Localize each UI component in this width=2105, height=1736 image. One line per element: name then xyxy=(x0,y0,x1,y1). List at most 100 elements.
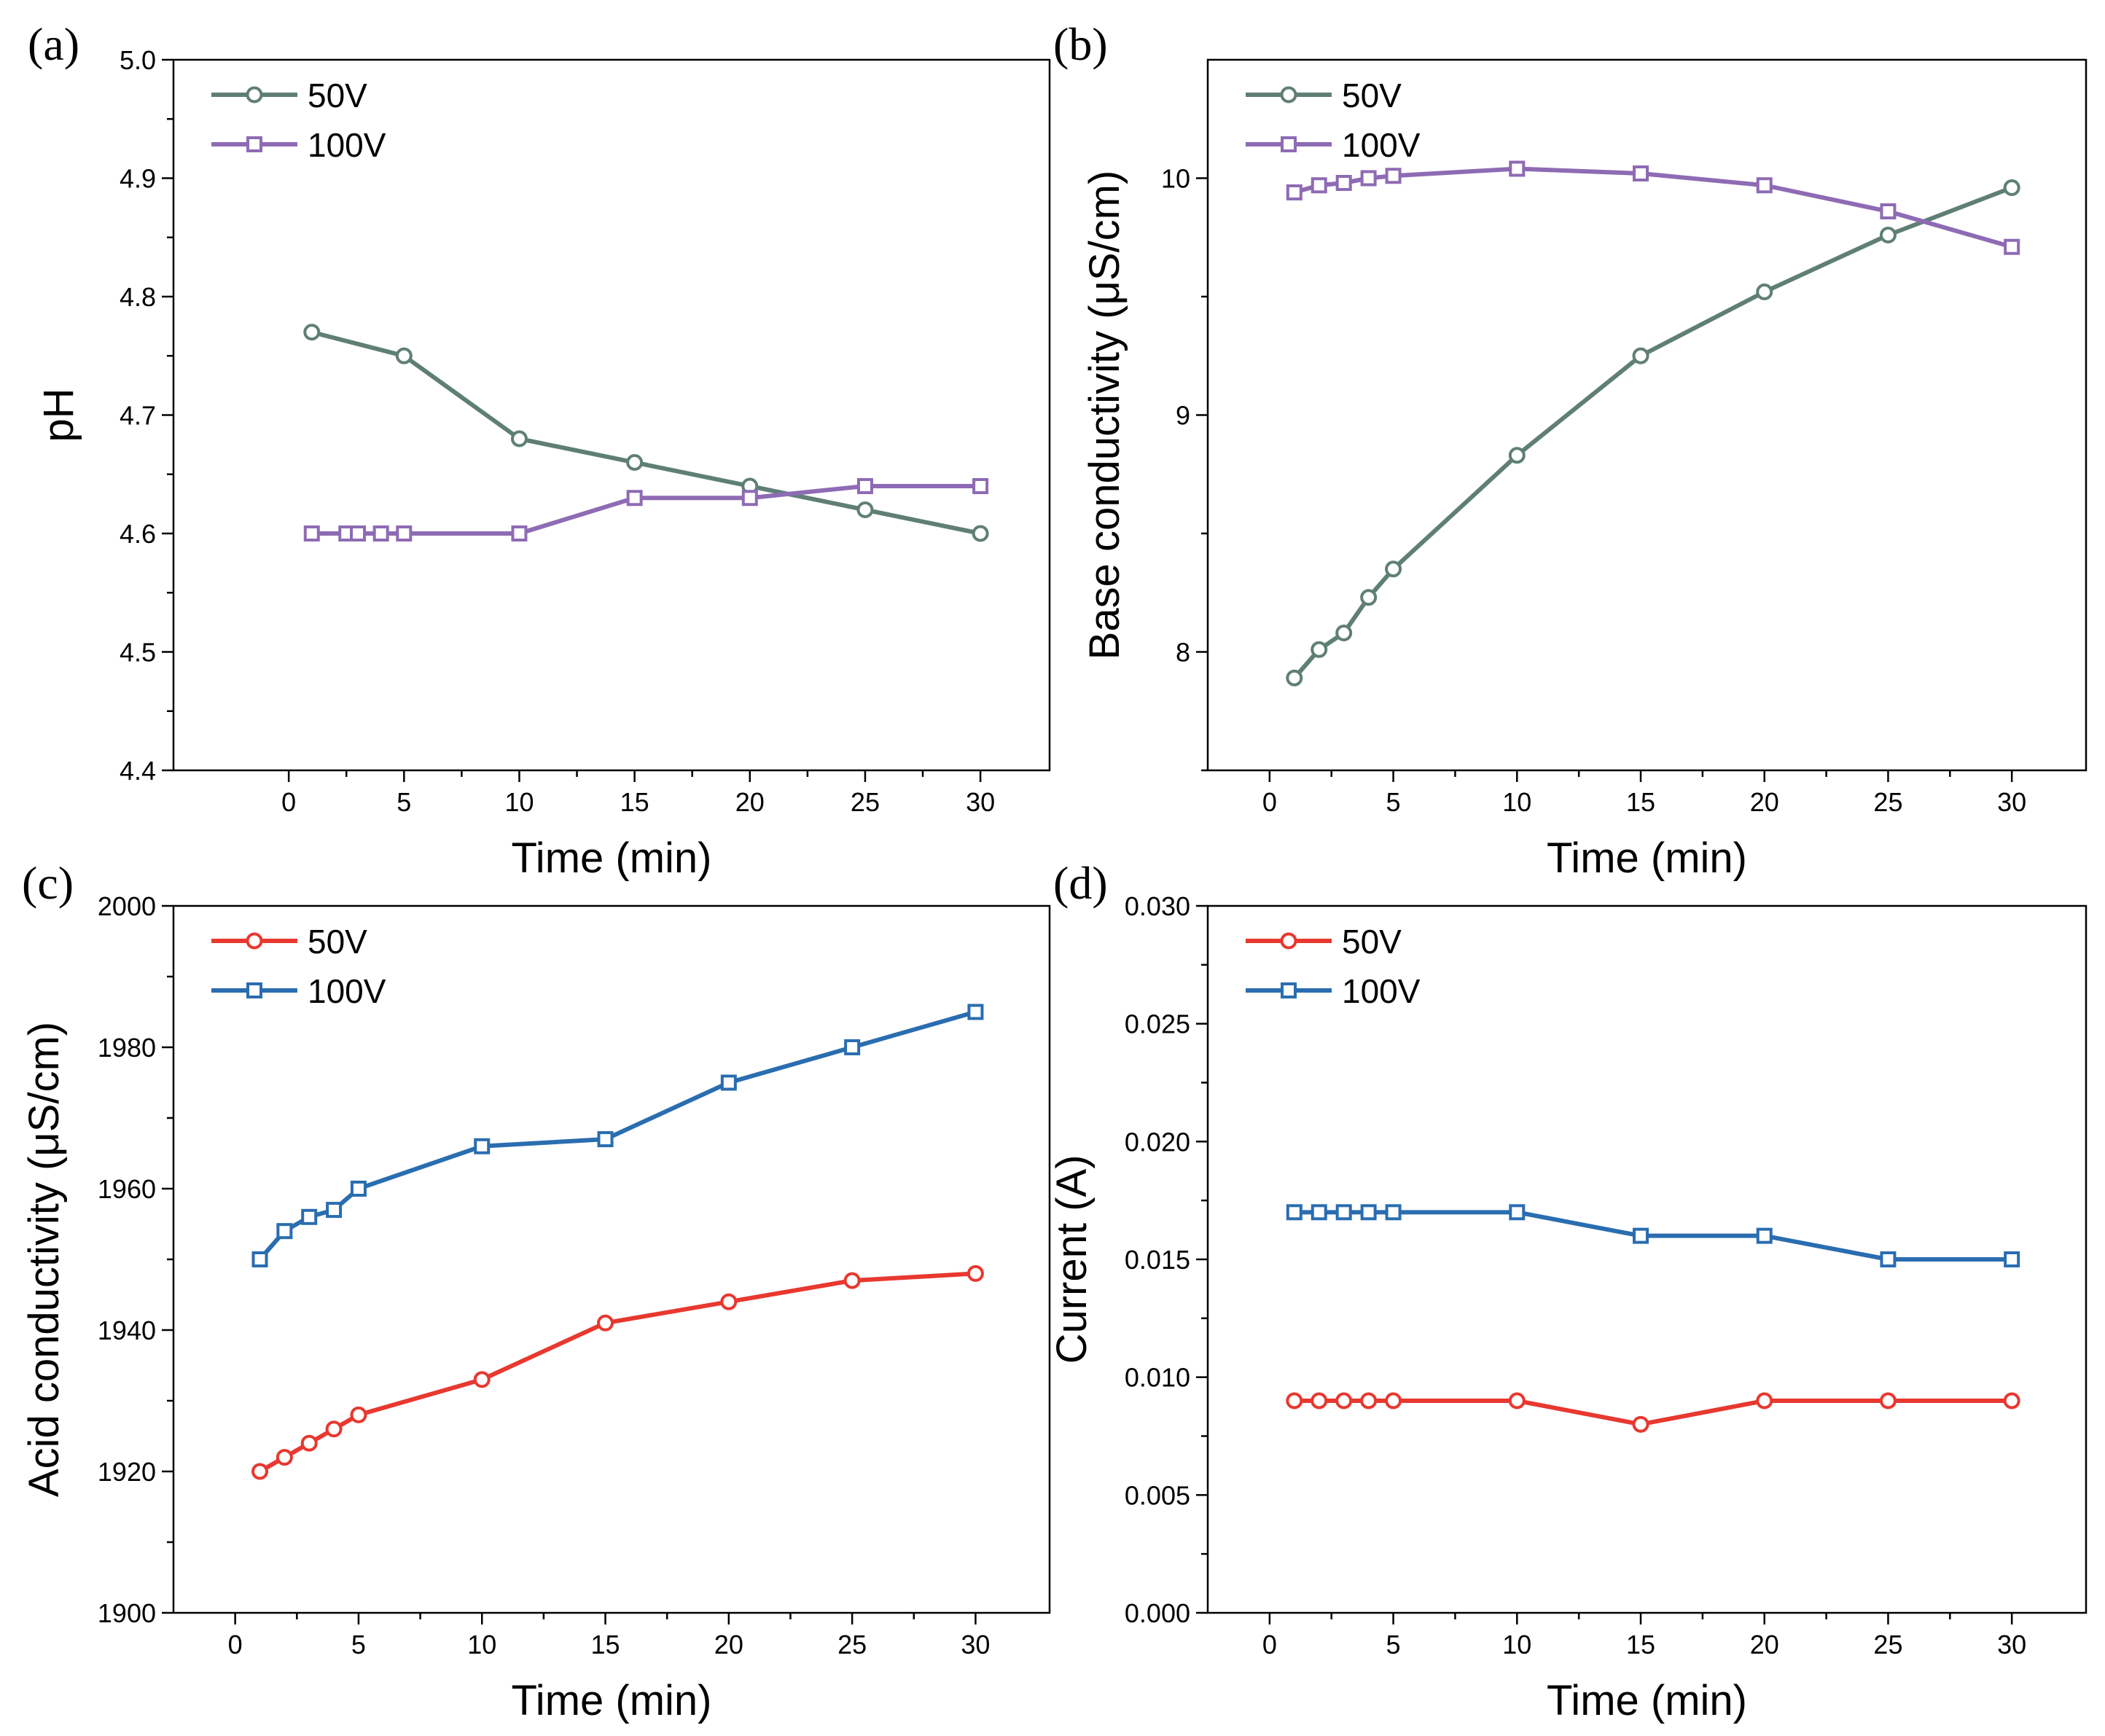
series-100v xyxy=(1286,1204,2020,1267)
data-point xyxy=(396,525,413,541)
data-point xyxy=(1335,1204,1352,1221)
data-point xyxy=(1286,1204,1303,1221)
series-50v xyxy=(303,324,989,542)
series-line xyxy=(1294,1399,2012,1427)
x-tick-label: 0 xyxy=(1262,1630,1277,1659)
series-line xyxy=(311,329,981,536)
data-point xyxy=(1360,589,1378,606)
data-point xyxy=(1880,203,1897,219)
data-point xyxy=(372,525,389,541)
legend-label: 100V xyxy=(308,126,386,164)
y-tick-label: 10 xyxy=(1161,164,1190,194)
data-point xyxy=(276,1223,293,1240)
data-point xyxy=(844,1039,861,1055)
data-point xyxy=(1311,641,1328,658)
x-axis-title: Time (min) xyxy=(512,1677,712,1724)
data-point xyxy=(626,490,643,507)
data-point xyxy=(597,1314,614,1332)
y-axis-title: Acid conductivity (μS/cm) xyxy=(20,1022,68,1497)
y-tick-label: 0.010 xyxy=(1125,1363,1190,1393)
data-point xyxy=(2003,179,2020,196)
y-tick-label: 4.9 xyxy=(120,164,156,194)
data-point xyxy=(1360,170,1377,187)
y-tick-label: 1900 xyxy=(98,1598,156,1628)
x-tick-label: 15 xyxy=(1626,787,1655,817)
x-tick-label: 30 xyxy=(1997,1630,2026,1659)
y-tick-label: 0.030 xyxy=(1125,891,1190,921)
x-tick-label: 5 xyxy=(397,787,411,817)
data-point xyxy=(1632,1415,1649,1433)
x-tick-label: 0 xyxy=(281,787,296,817)
y-tick-label: 4.7 xyxy=(120,401,156,431)
x-tick-label: 5 xyxy=(1386,1630,1401,1659)
data-point xyxy=(1286,1392,1303,1409)
data-point xyxy=(1632,347,1649,364)
y-tick-label: 0.020 xyxy=(1125,1127,1190,1157)
legend-marker xyxy=(1281,136,1297,152)
data-point xyxy=(720,1074,737,1091)
data-point xyxy=(2004,238,2020,255)
data-point xyxy=(1335,625,1353,641)
data-point xyxy=(511,525,528,541)
data-point xyxy=(1286,184,1303,200)
panel-label: (b) xyxy=(1053,18,1108,70)
y-tick-label: 2000 xyxy=(98,891,156,921)
data-point xyxy=(856,478,873,494)
x-tick-label: 30 xyxy=(961,1630,990,1659)
x-tick-label: 25 xyxy=(1873,787,1902,817)
legend-label: 100V xyxy=(1342,972,1421,1010)
legend-label: 50V xyxy=(308,77,367,114)
data-point xyxy=(1360,1204,1377,1221)
y-axis-title: pH xyxy=(35,388,82,442)
data-point xyxy=(720,1293,738,1310)
data-point xyxy=(1385,168,1402,184)
plot-frame xyxy=(172,58,1051,772)
legend-label: 50V xyxy=(308,923,367,961)
series-50v xyxy=(1286,179,2020,687)
x-tick-label: 10 xyxy=(467,1630,496,1659)
y-tick-label: 4.6 xyxy=(120,519,156,549)
data-point xyxy=(276,1449,293,1466)
panel-d: 0 5 10 15 20 25 30 0.000 0.005 0.010 0.015 0.020 0.0… xyxy=(1048,857,2088,1724)
data-point xyxy=(967,1004,984,1020)
y-tick-label: 1960 xyxy=(98,1174,156,1204)
data-point xyxy=(1311,177,1327,194)
y-tick-label: 0.025 xyxy=(1125,1009,1190,1039)
y-tick-label: 0.015 xyxy=(1125,1245,1190,1275)
x-tick-label: 25 xyxy=(1873,1630,1902,1659)
y-axis-title: Base conductivity (μS/cm) xyxy=(1081,171,1128,660)
x-tick-label: 20 xyxy=(1750,787,1779,817)
y-tick-label: 4.5 xyxy=(120,638,156,668)
data-point xyxy=(972,478,989,494)
data-point xyxy=(474,1138,491,1154)
y-tick-label: 1980 xyxy=(98,1033,156,1063)
x-tick-label: 5 xyxy=(351,1630,366,1659)
legend-label: 100V xyxy=(308,972,386,1010)
data-point xyxy=(1633,165,1649,181)
series-line xyxy=(1294,1210,2012,1262)
data-point xyxy=(1756,284,1773,300)
legend-marker xyxy=(246,136,262,152)
series-100v xyxy=(251,1004,984,1267)
x-tick-label: 10 xyxy=(504,787,534,817)
data-point xyxy=(303,324,321,341)
data-point xyxy=(1311,1392,1328,1409)
data-point xyxy=(473,1371,491,1388)
x-tick-label: 30 xyxy=(966,787,995,817)
series-line xyxy=(311,484,981,536)
data-point xyxy=(1756,1392,1773,1409)
y-tick-label: 9 xyxy=(1176,401,1190,431)
legend-marker xyxy=(246,982,262,998)
data-point xyxy=(966,1264,984,1282)
y-axis-title: Current (A) xyxy=(1048,1155,1096,1364)
data-point xyxy=(301,1208,318,1225)
series-50v xyxy=(1286,1392,2020,1433)
data-point xyxy=(1385,1392,1402,1409)
legend-marker xyxy=(246,86,263,103)
x-axis-title: Time (min) xyxy=(1547,1677,1747,1724)
series-50v xyxy=(251,1264,984,1480)
x-tick-label: 10 xyxy=(1502,1630,1531,1659)
y-tick-label: 0.005 xyxy=(1125,1480,1190,1510)
series-100v xyxy=(1286,160,2020,255)
legend-marker xyxy=(1280,86,1297,103)
